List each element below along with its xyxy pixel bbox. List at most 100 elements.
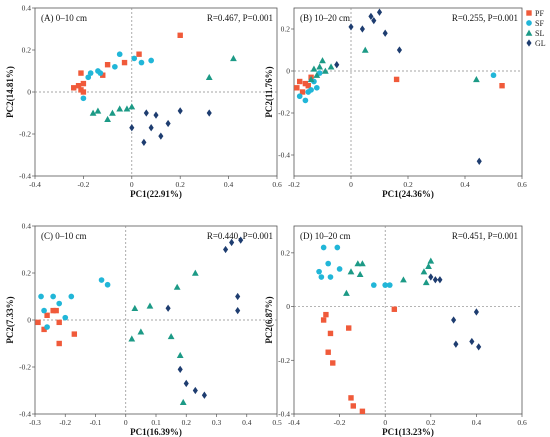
data-point-sf — [138, 59, 145, 66]
data-point-gl — [229, 238, 235, 247]
x-tick-label: 0.2 — [426, 418, 436, 427]
y-tick-label: -0.2 — [19, 363, 31, 372]
data-point-pf — [56, 340, 62, 347]
data-point-gl — [177, 365, 183, 373]
plot-frame — [293, 7, 523, 177]
data-point-gl — [148, 124, 154, 132]
data-point-pf — [71, 331, 78, 337]
data-point-pf — [177, 32, 183, 38]
data-point-sf — [327, 274, 334, 280]
data-point-gl — [371, 16, 377, 25]
panel-2: -0.2 0 0.2 0.4 0.6-0.4-0.200.2PC1(24.36%)PC2… — [264, 7, 527, 199]
data-point-sl — [319, 57, 326, 64]
data-point-pf — [50, 307, 56, 314]
data-point-gl — [451, 316, 457, 324]
y-axis-label: PC2(6.87%) — [264, 296, 274, 343]
series-sf — [316, 244, 393, 288]
y-tick-label: 0 — [27, 88, 31, 97]
data-point-sf — [316, 268, 322, 275]
y-tick-label: -0.4 — [278, 410, 290, 419]
y-tick-label: 0.4 — [22, 4, 32, 13]
data-point-sf — [56, 300, 63, 307]
data-point-pf — [348, 395, 354, 401]
series-gl — [165, 236, 244, 399]
data-point-pf — [136, 51, 142, 57]
data-point-pf — [78, 70, 84, 76]
panel-1: -0.4 -0.2 0 0.2 0.4 0.6 -0.4 -0.2 0 0.2 0.4 PC1(22.… — [5, 4, 282, 199]
data-point-sf — [370, 282, 377, 288]
data-point-sl — [137, 328, 145, 335]
panel-stat: R=0.467, P=0.001 — [207, 13, 273, 23]
legend-label-sf: SF — [535, 19, 544, 28]
panel-stat: R=0.255, P=0.001 — [452, 13, 518, 23]
data-point-gl — [348, 23, 354, 31]
data-point-gl — [129, 124, 135, 132]
y-tick-label: 0 — [286, 67, 290, 76]
data-point-sf — [116, 51, 123, 58]
data-point-pf — [44, 312, 50, 318]
data-point-sl — [347, 268, 355, 275]
data-point-gl — [376, 8, 383, 16]
y-tick-label: -0.4 — [19, 410, 31, 419]
data-point-sf — [112, 63, 118, 70]
data-point-sl — [354, 260, 362, 267]
y-tick-label: -0.4 — [278, 151, 290, 160]
data-point-sf — [320, 244, 327, 251]
series-pf — [35, 307, 78, 347]
x-tick-label: -0.2 — [334, 418, 346, 427]
panel-4: -0.4 -0.2 0 0.2 0.4 0.6-0.4-0.200.2PC1(13.23%… — [264, 225, 527, 437]
series-sf — [38, 277, 111, 330]
x-tick-label: 0.3 — [212, 418, 222, 427]
data-point-pf — [302, 80, 309, 87]
data-point-sl — [176, 351, 184, 358]
x-tick-label: -0.3 — [29, 418, 41, 427]
data-point-sl — [310, 65, 318, 72]
data-point-sl — [128, 335, 136, 342]
data-point-pf — [330, 360, 336, 366]
data-point-pf — [56, 319, 62, 326]
x-tick-label: -0.2 — [77, 180, 89, 189]
data-point-pf — [359, 408, 366, 415]
y-tick-label: -0.2 — [19, 130, 31, 139]
x-tick-label: 0.4 — [472, 418, 482, 427]
data-point-gl — [235, 306, 241, 315]
data-point-sl — [109, 109, 116, 116]
data-point-gl — [238, 236, 244, 244]
data-point-gl — [165, 119, 171, 128]
x-axis-label: PC1(24.36%) — [382, 189, 434, 199]
data-point-sl — [167, 333, 175, 340]
y-tick-label: 0.4 — [22, 222, 32, 231]
data-point-sf — [336, 266, 343, 272]
x-tick-label: 0.2 — [176, 180, 186, 189]
data-point-sl — [89, 109, 97, 116]
data-point-sl — [205, 73, 213, 80]
data-point-pf — [391, 306, 398, 312]
data-point-pf — [35, 319, 41, 326]
series-sl — [128, 269, 199, 405]
x-tick-label: 0.6 — [517, 180, 527, 189]
x-axis-label: PC1(22.91%) — [130, 189, 182, 199]
y-tick-label: -0.4 — [19, 172, 31, 181]
data-point-sf — [334, 244, 341, 251]
data-point-sl — [307, 76, 315, 83]
data-point-gl — [165, 304, 171, 312]
data-point-sf — [302, 97, 309, 104]
data-point-sf — [382, 282, 389, 288]
x-tick-label: 0.2 — [403, 180, 413, 189]
x-tick-label: 0.4 — [224, 180, 234, 189]
data-point-pf — [323, 311, 329, 318]
x-tick-label: 0.4 — [242, 418, 252, 427]
data-point-gl — [473, 308, 479, 316]
data-point-sf — [38, 293, 44, 300]
x-axis-label: PC1(13.23%) — [382, 427, 434, 437]
data-point-sl — [131, 304, 139, 311]
panel-stat: R=0.451, P=0.001 — [452, 231, 518, 241]
data-point-sl — [321, 67, 329, 74]
data-point-pf — [121, 59, 128, 66]
data-point-sf — [490, 72, 497, 79]
data-point-gl — [201, 391, 207, 399]
data-point-pf — [320, 317, 327, 323]
data-point-sl — [316, 63, 324, 70]
data-point-sf — [131, 55, 138, 62]
series-pf — [294, 74, 505, 95]
